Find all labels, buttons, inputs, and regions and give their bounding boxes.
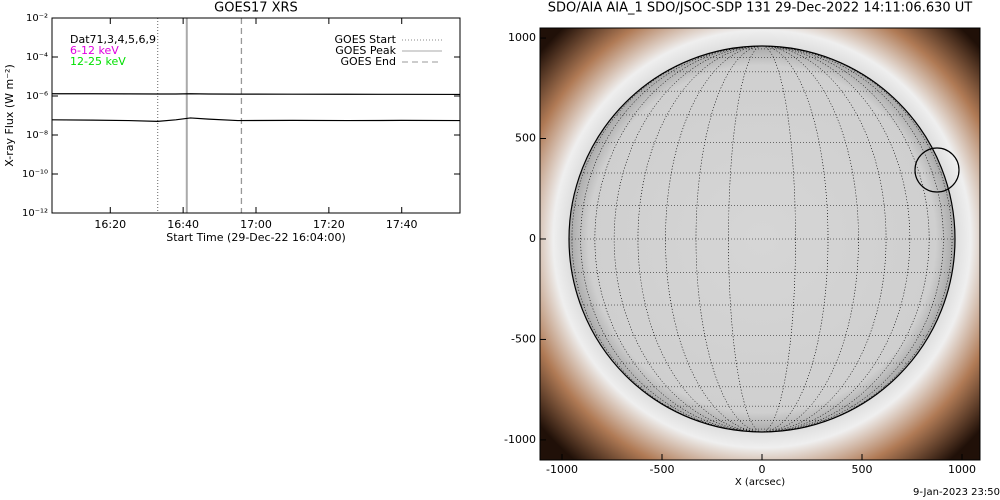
x-tick-label: 16:20 bbox=[94, 218, 126, 231]
y-tick-label: -1000 bbox=[504, 433, 536, 446]
y-tick-label: 10⁻⁴ bbox=[26, 52, 48, 63]
meridian bbox=[695, 46, 829, 432]
y-tick-label: 0 bbox=[529, 232, 536, 245]
x-tick-label: 1000 bbox=[948, 463, 976, 476]
y-tick-label: 10⁻² bbox=[26, 13, 48, 24]
x-tick-label: 17:20 bbox=[313, 218, 345, 231]
y-tick-label: 10⁻⁶ bbox=[26, 91, 48, 102]
footer: 9-Jan-2023 23:50 bbox=[913, 487, 1000, 498]
x-axis-label: X (arcsec) bbox=[735, 477, 785, 488]
y-tick-label: 1000 bbox=[508, 31, 536, 44]
plot-frame bbox=[539, 27, 981, 461]
legend-label: GOES End bbox=[340, 55, 396, 68]
x-axis-label: Start Time (29-Dec-22 16:04:00) bbox=[166, 231, 346, 244]
chart-title: SDO/AIA AIA_1 SDO/JSOC-SDP 131 29-Dec-20… bbox=[548, 1, 973, 16]
x-tick-label: -1000 bbox=[546, 463, 578, 476]
legend-text: 6-12 keV bbox=[70, 44, 119, 57]
y-tick-label: 10⁻¹⁰ bbox=[22, 169, 48, 180]
y-tick-label: 500 bbox=[515, 132, 536, 145]
y-tick-label: -500 bbox=[511, 332, 536, 345]
y-tick-label: 10⁻⁸ bbox=[26, 130, 48, 141]
legend-text: Dat71,3,4,5,6,9 bbox=[70, 33, 156, 46]
x-tick-label: -500 bbox=[650, 463, 675, 476]
x-tick-label: 500 bbox=[852, 463, 873, 476]
legend-text: 12-25 keV bbox=[70, 55, 126, 68]
region-circle bbox=[914, 147, 960, 193]
x-tick-label: 0 bbox=[759, 463, 766, 476]
x-tick-label: 16:40 bbox=[167, 218, 199, 231]
y-tick-label: 10⁻¹² bbox=[22, 208, 48, 219]
chart-title: GOES17 XRS bbox=[214, 1, 298, 16]
x-tick-label: 17:40 bbox=[386, 218, 418, 231]
series-line bbox=[52, 93, 461, 96]
x-tick-label: 17:00 bbox=[240, 218, 272, 231]
series-line bbox=[51, 117, 461, 122]
y-axis-label: X-ray Flux (W m⁻²) bbox=[3, 64, 16, 166]
meridian bbox=[728, 46, 796, 432]
legend-label: GOES Start bbox=[335, 33, 397, 46]
plot-frame bbox=[51, 17, 461, 214]
meridian bbox=[665, 46, 859, 432]
legend-label: GOES Peak bbox=[335, 44, 396, 57]
